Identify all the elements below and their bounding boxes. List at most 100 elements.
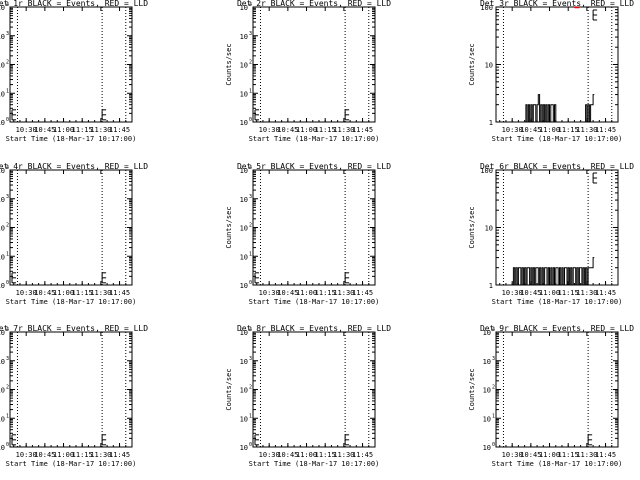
y-tick-label: 10 [0, 4, 5, 12]
x-axis-label: Start Time (18-Mar-17 10:17:00) [492, 298, 623, 306]
y-tick-exponent: 0 [249, 280, 252, 286]
y-tick-exponent: 2 [6, 385, 9, 391]
panel-det-7: Det 7r BLACK = Events, RED = LLD 10:3010:… [0, 324, 148, 468]
x-tick-label: 11:30 [333, 126, 354, 134]
y-tick-exponent: 0 [249, 117, 252, 123]
panel-det-6: Det 6r BLACK = Events, RED = LLD 10:3010:… [468, 162, 634, 306]
y-tick-exponent: 4 [6, 165, 9, 171]
y-tick-label: 100 [480, 4, 493, 12]
x-tick-label: 11:15 [72, 451, 93, 459]
plot-frame [252, 6, 376, 123]
panel-title: Det 6r BLACK = Events, RED = LLD [480, 162, 634, 171]
y-tick-label: 10 [240, 387, 248, 395]
x-tick-label: 11:45 [595, 289, 616, 297]
y-tick-exponent: 3 [249, 31, 252, 37]
x-axis-label: Start Time (18-Mar-17 10:17:00) [6, 298, 137, 306]
plot-frame [252, 169, 376, 286]
y-tick-label: 10 [240, 253, 248, 261]
x-tick-label: 10:30 [16, 451, 37, 459]
y-tick-label: 10 [0, 253, 5, 261]
x-tick-label: 11:30 [90, 126, 111, 134]
x-tick-label: 10:30 [16, 289, 37, 297]
y-tick-exponent: 3 [6, 31, 9, 37]
x-tick-label: 10:30 [502, 451, 523, 459]
y-tick-label: 10 [0, 196, 5, 204]
y-tick-label: 10 [240, 329, 248, 337]
x-tick-label: 10:30 [16, 126, 37, 134]
x-axis-label: Start Time (18-Mar-17 10:17:00) [249, 298, 380, 306]
y-tick-exponent: 1 [249, 88, 252, 94]
y-tick-exponent: 2 [249, 223, 252, 229]
y-tick-exponent: 0 [6, 280, 9, 286]
y-tick-label: 10 [0, 167, 5, 175]
y-tick-exponent: 2 [6, 60, 9, 66]
x-tick-label: 10:45 [34, 126, 55, 134]
x-tick-label: 11:15 [72, 126, 93, 134]
x-axis-label: Start Time (18-Mar-17 10:17:00) [492, 460, 623, 468]
x-tick-label: 10:30 [259, 289, 280, 297]
y-tick-label: 10 [483, 444, 491, 452]
y-axis-label: Counts/sec [468, 206, 476, 248]
x-tick-label: 11:45 [109, 289, 130, 297]
y-axis-label: Counts/sec [225, 368, 233, 410]
y-tick-exponent: 0 [6, 442, 9, 448]
y-tick-label: 10 [240, 90, 248, 98]
y-tick-exponent: 4 [6, 2, 9, 8]
y-tick-label: 10 [0, 119, 5, 127]
x-tick-label: 10:30 [502, 126, 523, 134]
error-bar-marker [592, 9, 598, 21]
plot-frame [252, 331, 376, 448]
error-bar-marker [254, 109, 259, 121]
x-tick-label: 11:00 [53, 451, 74, 459]
y-tick-exponent: 0 [249, 442, 252, 448]
y-tick-label: 10 [0, 282, 5, 290]
x-tick-label: 10:45 [520, 289, 541, 297]
y-tick-label: 10 [0, 225, 5, 233]
panel-det-9: Det 9r BLACK = Events, RED = LLD 10:3010:… [468, 324, 634, 468]
y-tick-label: 10 [240, 33, 248, 41]
x-tick-label: 11:00 [53, 289, 74, 297]
x-tick-label: 11:15 [315, 126, 336, 134]
y-tick-exponent: 2 [249, 385, 252, 391]
y-tick-label: 10 [240, 225, 248, 233]
x-tick-label: 11:15 [315, 451, 336, 459]
y-tick-label: 10 [240, 196, 248, 204]
y-tick-label: 10 [240, 444, 248, 452]
y-tick-exponent: 3 [6, 356, 9, 362]
y-tick-label: 10 [240, 358, 248, 366]
x-tick-label: 11:30 [576, 451, 597, 459]
y-tick-label: 10 [0, 90, 5, 98]
x-tick-label: 11:30 [333, 289, 354, 297]
y-tick-label: 10 [240, 415, 248, 423]
error-bar-marker [11, 109, 16, 121]
x-tick-label: 10:30 [259, 126, 280, 134]
panel-title: Det 2r BLACK = Events, RED = LLD [237, 0, 391, 8]
panel-det-1: Det 1r BLACK = Events, RED = LLD 10:3010:… [0, 0, 148, 143]
y-tick-label: 10 [0, 387, 5, 395]
panel-det-8: Det 8r BLACK = Events, RED = LLD 10:3010:… [225, 324, 391, 468]
y-tick-label: 10 [240, 282, 248, 290]
x-tick-label: 11:15 [315, 289, 336, 297]
events-series [512, 257, 595, 286]
y-tick-exponent: 1 [6, 88, 9, 94]
x-axis-label: Start Time (18-Mar-17 10:17:00) [6, 460, 137, 468]
error-bar-marker [254, 434, 259, 446]
plot-frame [9, 6, 133, 123]
error-bar-marker [101, 434, 107, 446]
y-tick-label: 10 [0, 415, 5, 423]
y-tick-label: 10 [240, 167, 248, 175]
error-bar-marker [11, 272, 16, 284]
x-tick-label: 10:45 [34, 289, 55, 297]
x-tick-label: 11:15 [72, 289, 93, 297]
y-tick-exponent: 2 [6, 223, 9, 229]
x-tick-label: 11:45 [595, 126, 616, 134]
plot-frame [9, 331, 133, 448]
y-tick-label: 100 [480, 167, 493, 175]
y-axis-label: Counts/sec [225, 206, 233, 248]
y-tick-label: 10 [240, 4, 248, 12]
y-tick-label: 10 [483, 415, 491, 423]
y-tick-label: 10 [0, 444, 5, 452]
x-tick-label: 11:15 [558, 126, 579, 134]
panel-title: Det 7r BLACK = Events, RED = LLD [0, 324, 148, 333]
x-tick-label: 11:45 [595, 451, 616, 459]
